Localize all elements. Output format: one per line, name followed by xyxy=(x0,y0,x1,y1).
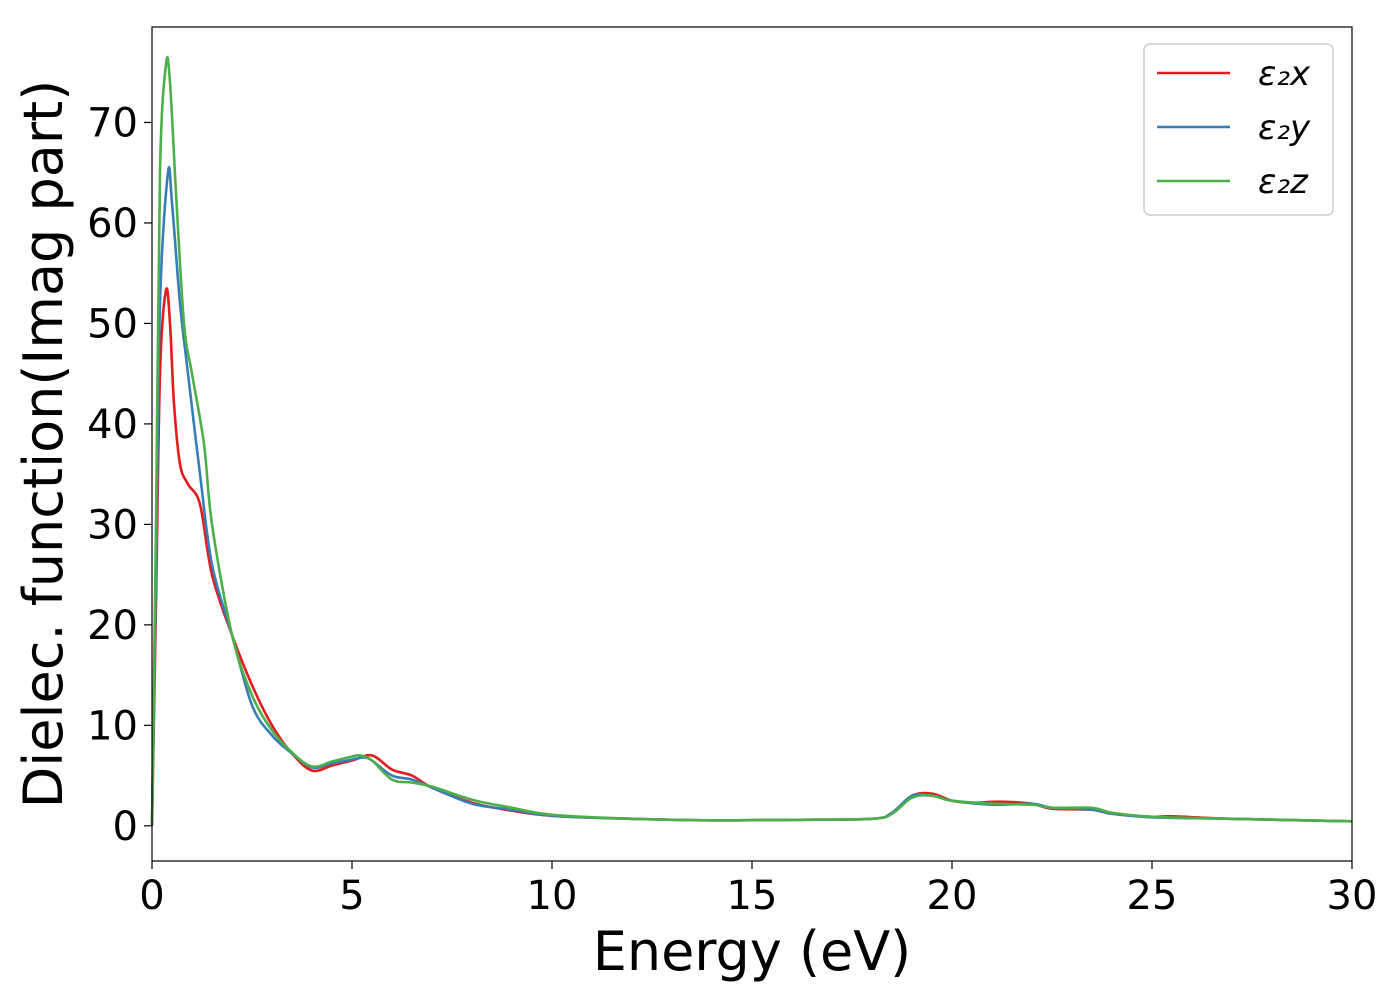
legend-box xyxy=(1143,43,1334,216)
y-tick-label: 10 xyxy=(87,703,138,749)
x-tick-label: 25 xyxy=(1127,873,1178,919)
series-line-e2x xyxy=(150,287,1353,826)
plot-area-frame xyxy=(151,26,1353,862)
y-tick-label: 70 xyxy=(87,100,138,146)
y-tick-label: 60 xyxy=(87,201,138,247)
y-tick-label: 50 xyxy=(87,301,138,347)
legend: ε₂x ε₂y ε₂z xyxy=(1143,43,1334,216)
x-tick-label: 30 xyxy=(1327,873,1378,919)
series-line-e2z xyxy=(150,56,1353,826)
y-tick-label: 20 xyxy=(87,603,138,649)
legend-label: ε₂y xyxy=(1258,108,1311,148)
x-tick-label: 5 xyxy=(339,873,364,919)
series-lines xyxy=(150,56,1353,826)
x-tick-label: 20 xyxy=(927,873,978,919)
legend-label: ε₂x xyxy=(1258,54,1311,94)
legend-item-e2y: ε₂y xyxy=(1157,108,1311,148)
x-tick-label: 15 xyxy=(727,873,778,919)
x-tick-label: 0 xyxy=(139,873,164,919)
series-line-e2y xyxy=(150,165,1353,826)
legend-item-e2z: ε₂z xyxy=(1157,162,1309,202)
x-axis-title: Energy (eV) xyxy=(593,920,912,983)
axis-ticks: 0 5 10 15 20 25 30 0 10 20 30 40 50 60 70 xyxy=(87,100,1377,919)
legend-item-e2x: ε₂x xyxy=(1157,54,1311,94)
x-tick-label: 10 xyxy=(527,873,578,919)
y-tick-label: 30 xyxy=(87,502,138,548)
legend-label: ε₂z xyxy=(1258,162,1309,202)
y-tick-label: 0 xyxy=(113,804,138,850)
y-tick-label: 40 xyxy=(87,402,138,448)
y-axis-title: Dielec. function(Imag part) xyxy=(12,80,75,809)
